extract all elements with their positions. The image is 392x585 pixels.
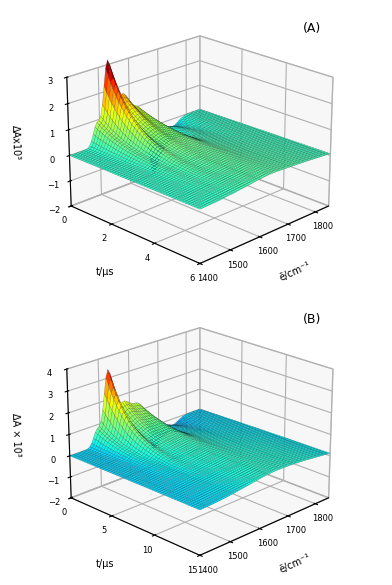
X-axis label: ẽ/cm⁻¹: ẽ/cm⁻¹ xyxy=(278,260,312,283)
Text: (B): (B) xyxy=(302,314,321,326)
X-axis label: ẽ/cm⁻¹: ẽ/cm⁻¹ xyxy=(278,552,312,575)
Y-axis label: t/μs: t/μs xyxy=(96,559,114,569)
Text: (A): (A) xyxy=(302,22,321,35)
Y-axis label: t/μs: t/μs xyxy=(96,267,114,277)
